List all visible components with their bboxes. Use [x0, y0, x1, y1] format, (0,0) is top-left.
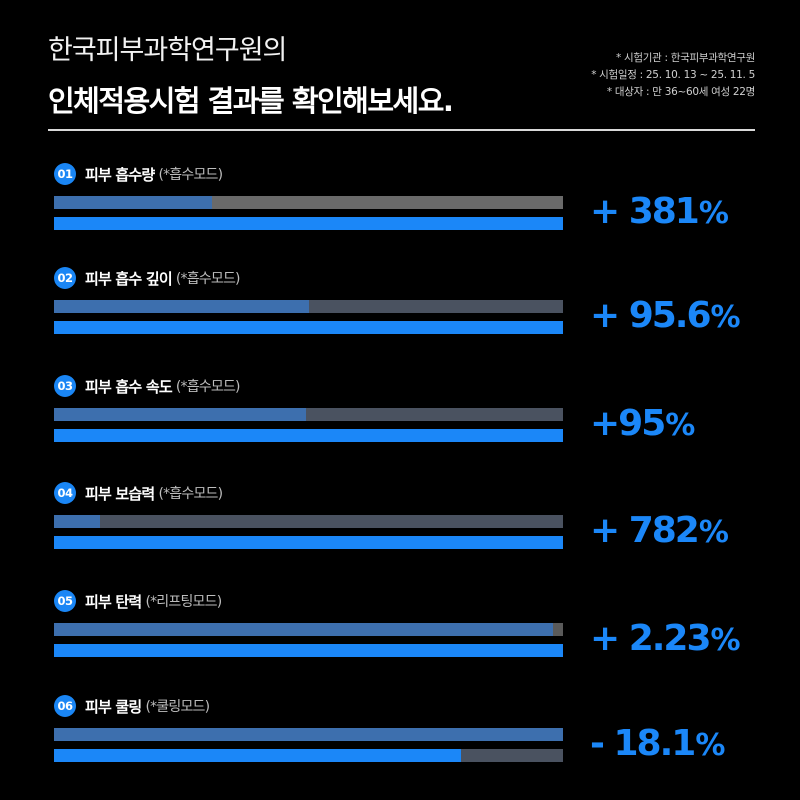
- mode-note: (*흡수모드): [158, 486, 223, 502]
- title-line-2: 인체적용시험 결과를 확인해보세요.: [48, 84, 454, 118]
- metric-name: 피부 흡수 깊이: [85, 269, 173, 288]
- after-bar-fill: [54, 429, 563, 442]
- row-label: 01 피부 흡수량 (*흡수모드): [54, 163, 223, 185]
- mode-note: (*쿨링모드): [145, 699, 210, 715]
- before-bar: [54, 196, 563, 209]
- before-bar: [54, 623, 563, 636]
- before-bar-fill: [54, 408, 306, 421]
- row-label: 05 피부 탄력 (*리프팅모드): [54, 590, 222, 612]
- after-bar-fill: [54, 749, 462, 762]
- number-badge: 01: [54, 163, 76, 185]
- change-value: +95%: [590, 403, 695, 444]
- test-notes: * 시험기관 : 한국피부과학연구원 * 시험일정 : 25. 10. 13 ~…: [591, 50, 755, 101]
- after-bar: [54, 321, 563, 334]
- note-schedule: * 시험일정 : 25. 10. 13 ~ 25. 11. 5: [591, 69, 755, 81]
- mode-note: (*흡수모드): [175, 271, 241, 287]
- metric-name: 피부 흡수 속도: [85, 377, 173, 396]
- mode-note: (*흡수모드): [175, 379, 241, 395]
- result-row-05: 05 피부 탄력 (*리프팅모드) + 2.23%: [0, 590, 800, 690]
- after-bar-fill: [54, 321, 563, 334]
- row-label: 02 피부 흡수 깊이 (*흡수모드): [54, 267, 241, 289]
- before-bar-fill: [54, 515, 100, 528]
- before-bar-fill: [54, 300, 309, 313]
- after-bar: [54, 429, 563, 442]
- after-bar-fill: [54, 644, 563, 657]
- result-row-06: 06 피부 쿨링 (*쿨링모드) - 18.1%: [0, 695, 800, 795]
- metric-name: 피부 보습력: [85, 484, 155, 503]
- metric-name: 피부 탄력: [85, 592, 142, 611]
- title-line-1: 한국피부과학연구원의: [48, 35, 287, 66]
- change-value: + 381%: [590, 191, 729, 232]
- header-divider: [48, 129, 755, 131]
- change-value: + 782%: [590, 510, 729, 551]
- before-bar: [54, 515, 563, 528]
- change-value: + 95.6%: [590, 295, 741, 336]
- note-institution: * 시험기관 : 한국피부과학연구원: [616, 52, 755, 64]
- result-row-03: 03 피부 흡수 속도 (*흡수모드) +95%: [0, 375, 800, 475]
- metric-name: 피부 쿨링: [85, 697, 142, 716]
- result-row-02: 02 피부 흡수 깊이 (*흡수모드) + 95.6%: [0, 267, 800, 367]
- number-badge: 04: [54, 482, 76, 504]
- result-row-01: 01 피부 흡수량 (*흡수모드) + 381%: [0, 163, 800, 263]
- after-bar: [54, 749, 563, 762]
- number-badge: 02: [54, 267, 76, 289]
- before-bar: [54, 408, 563, 421]
- after-bar-fill: [54, 536, 563, 549]
- before-bar-fill: [54, 728, 563, 741]
- after-bar: [54, 644, 563, 657]
- after-bar: [54, 536, 563, 549]
- row-label: 06 피부 쿨링 (*쿨링모드): [54, 695, 210, 717]
- before-bar: [54, 300, 563, 313]
- row-label: 04 피부 보습력 (*흡수모드): [54, 482, 223, 504]
- row-label: 03 피부 흡수 속도 (*흡수모드): [54, 375, 241, 397]
- before-bar-fill: [54, 623, 553, 636]
- change-value: - 18.1%: [590, 723, 725, 764]
- metric-name: 피부 흡수량: [85, 165, 155, 184]
- result-row-04: 04 피부 보습력 (*흡수모드) + 782%: [0, 482, 800, 582]
- after-bar-fill: [54, 217, 563, 230]
- change-value: + 2.23%: [590, 618, 741, 659]
- mode-note: (*리프팅모드): [145, 594, 222, 610]
- number-badge: 05: [54, 590, 76, 612]
- before-bar-fill: [54, 196, 212, 209]
- number-badge: 03: [54, 375, 76, 397]
- number-badge: 06: [54, 695, 76, 717]
- before-bar: [54, 728, 563, 741]
- after-bar: [54, 217, 563, 230]
- note-subjects: * 대상자 : 만 36~60세 여성 22명: [606, 86, 755, 98]
- mode-note: (*흡수모드): [158, 167, 223, 183]
